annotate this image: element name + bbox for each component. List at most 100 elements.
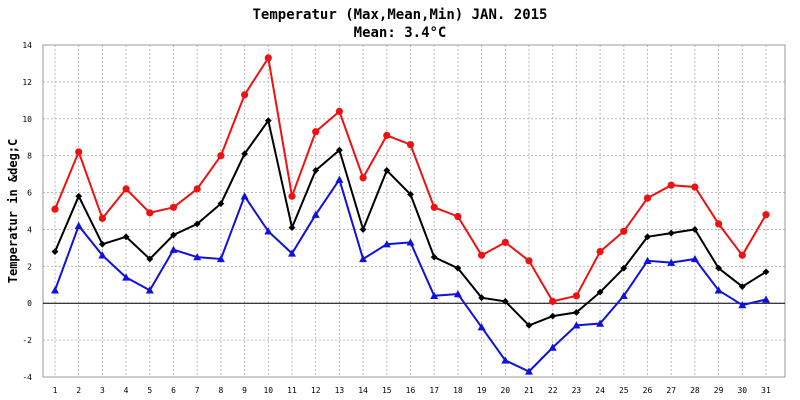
- x-tick-label: 10: [263, 386, 273, 395]
- data-point-max: [193, 185, 201, 193]
- data-point-max: [501, 238, 509, 246]
- y-tick-label: 8: [27, 152, 32, 161]
- data-point-mean: [454, 264, 462, 272]
- data-point-mean: [430, 253, 438, 261]
- data-point-max: [312, 128, 320, 136]
- data-point-mean: [288, 224, 296, 231]
- grid-layer: [43, 45, 785, 377]
- data-point-mean: [312, 167, 320, 174]
- data-point-min: [453, 290, 462, 298]
- x-tick-label: 19: [477, 386, 487, 395]
- x-tick-label: 8: [218, 386, 223, 395]
- x-tick-label: 30: [737, 386, 747, 395]
- x-tick-label: 31: [761, 386, 771, 395]
- data-point-mean: [383, 167, 391, 174]
- data-point-min: [193, 253, 202, 261]
- x-tick-label: 5: [147, 386, 152, 395]
- data-point-min: [762, 295, 770, 303]
- data-point-mean: [407, 191, 414, 198]
- x-tick-label: 1: [53, 386, 58, 395]
- data-point-mean: [549, 312, 557, 320]
- data-point-mean: [241, 150, 248, 158]
- data-point-max: [406, 141, 415, 149]
- x-tick-label: 22: [548, 386, 558, 395]
- data-point-mean: [573, 309, 580, 316]
- data-point-min: [548, 343, 557, 351]
- x-tick-label: 24: [595, 386, 605, 395]
- x-tick-label: 23: [572, 386, 582, 395]
- data-point-max: [549, 297, 557, 305]
- data-point-max: [359, 174, 367, 182]
- data-point-min: [169, 245, 178, 253]
- data-point-max: [169, 203, 178, 211]
- data-point-min: [240, 192, 249, 200]
- data-point-min: [430, 291, 439, 300]
- y-tick-label: 6: [27, 189, 32, 198]
- data-point-max: [738, 251, 746, 259]
- data-point-mean: [99, 240, 106, 248]
- data-point-max: [217, 152, 225, 160]
- data-point-max: [122, 185, 130, 193]
- x-tick-label: 9: [242, 386, 247, 395]
- data-point-min: [145, 286, 154, 294]
- data-point-min: [477, 323, 486, 331]
- data-point-max: [454, 212, 462, 221]
- data-point-max: [383, 131, 391, 139]
- series-layer: [51, 54, 770, 375]
- data-point-max: [620, 227, 628, 235]
- data-point-mean: [596, 288, 604, 296]
- data-point-min: [98, 251, 107, 259]
- data-point-mean: [75, 192, 83, 200]
- x-tick-label: 28: [690, 386, 700, 395]
- x-tick-label: 27: [666, 386, 676, 395]
- data-point-max: [75, 148, 83, 156]
- axis-layer: [42, 44, 786, 378]
- x-tick-label: 16: [406, 386, 416, 395]
- data-point-mean: [501, 297, 509, 305]
- data-point-max: [667, 181, 675, 189]
- data-point-min: [311, 210, 320, 218]
- y-tick-label: -4: [22, 373, 32, 382]
- y-tick-label: 12: [22, 78, 32, 87]
- data-point-mean: [170, 231, 177, 239]
- data-point-mean: [620, 264, 628, 272]
- data-point-mean: [691, 226, 699, 233]
- data-point-max: [264, 54, 272, 62]
- data-point-max: [98, 214, 106, 222]
- x-tick-label: 12: [311, 386, 321, 395]
- data-point-mean: [336, 146, 343, 154]
- data-point-mean: [193, 220, 201, 228]
- data-point-mean: [146, 255, 154, 263]
- data-point-mean: [738, 283, 746, 291]
- data-point-mean: [359, 226, 367, 233]
- data-point-min: [382, 240, 391, 248]
- y-tick-label: 2: [27, 262, 32, 271]
- data-point-min: [619, 291, 628, 300]
- data-point-mean: [264, 117, 272, 125]
- data-point-max: [241, 91, 249, 99]
- data-point-mean: [478, 294, 485, 302]
- data-point-mean: [715, 264, 722, 272]
- data-point-max: [643, 194, 652, 202]
- data-point-max: [51, 205, 59, 213]
- data-point-min: [643, 256, 652, 264]
- data-point-min: [690, 254, 699, 263]
- data-point-min: [596, 319, 605, 327]
- data-point-min: [216, 254, 225, 263]
- data-point-mean: [122, 233, 130, 241]
- data-point-max: [572, 292, 581, 300]
- data-point-mean: [51, 248, 59, 255]
- data-point-min: [714, 286, 723, 294]
- y-tick-label: 4: [27, 225, 32, 234]
- data-point-max: [596, 247, 604, 256]
- data-point-min: [406, 238, 415, 246]
- data-point-mean: [217, 200, 225, 208]
- data-point-min: [264, 227, 273, 235]
- data-point-min: [572, 321, 581, 329]
- y-tick-label: 14: [22, 41, 32, 50]
- data-point-min: [525, 367, 533, 375]
- x-tick-label: 20: [500, 386, 510, 395]
- chart-subtitle: Mean: 3.4°C: [354, 25, 447, 41]
